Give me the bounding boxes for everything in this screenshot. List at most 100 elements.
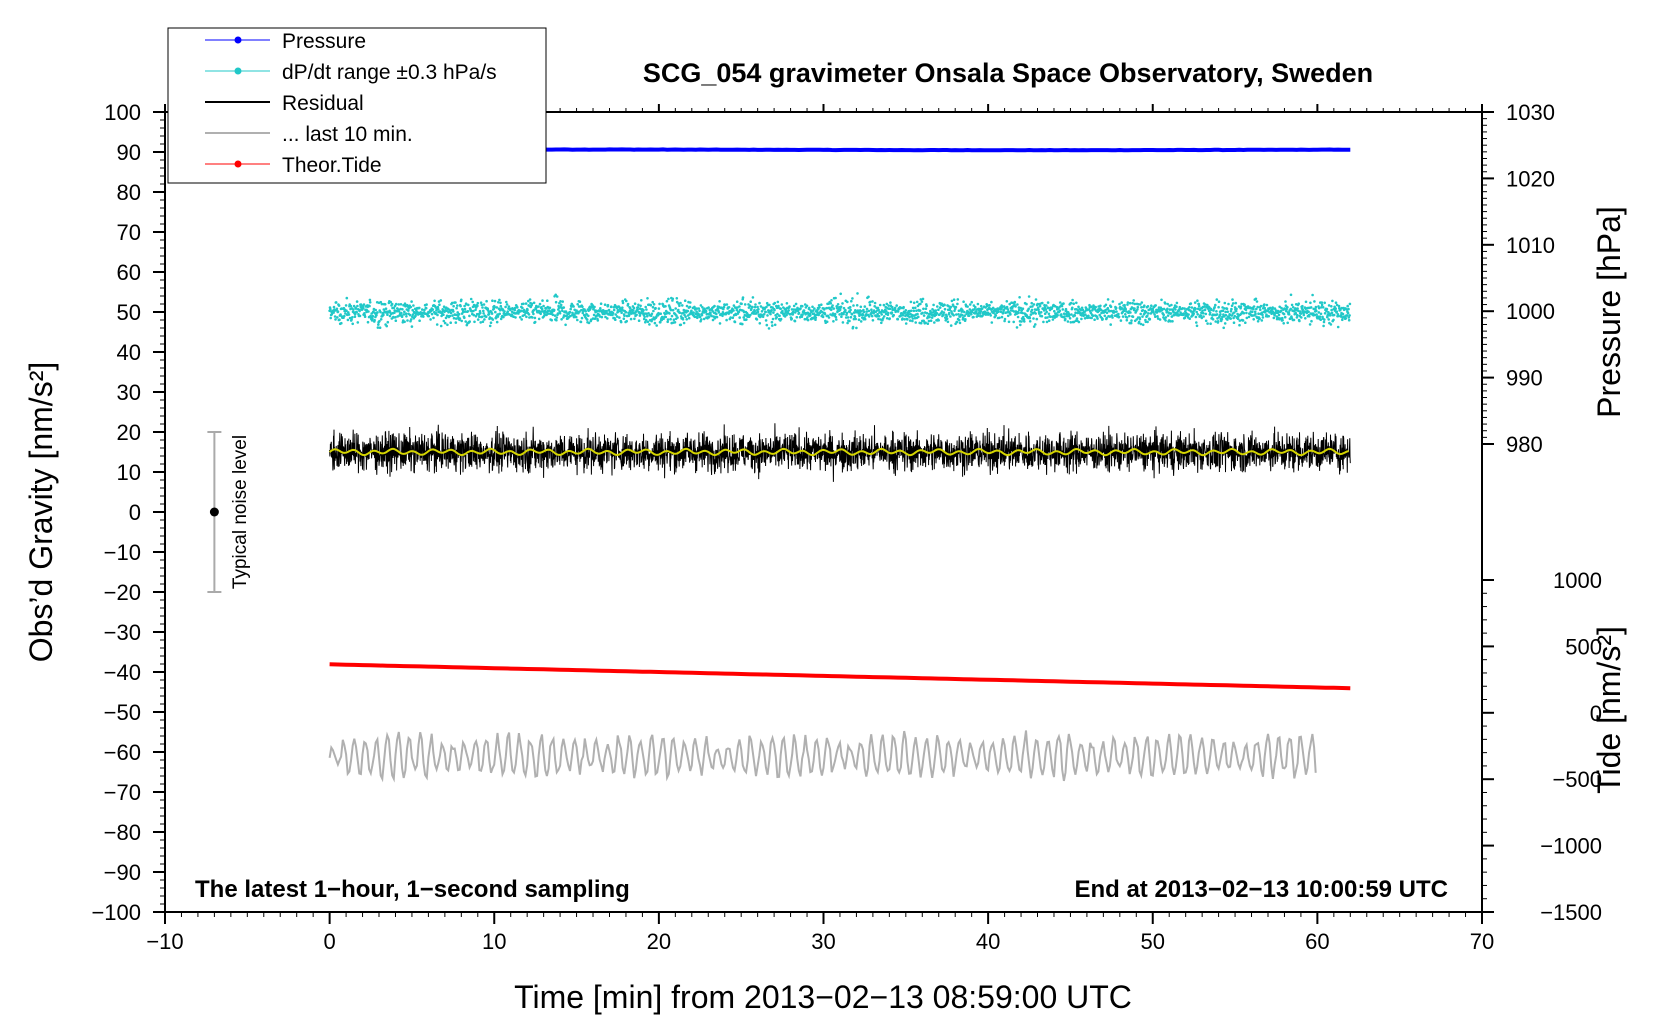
dpdt-point	[1187, 313, 1190, 316]
dpdt-point	[454, 301, 457, 304]
dpdt-point	[480, 303, 484, 307]
dpdt-point	[908, 319, 912, 322]
dpdt-point	[374, 308, 378, 312]
last-10-min-line	[328, 730, 1317, 783]
dpdt-point	[1110, 309, 1113, 313]
dpdt-point	[1019, 323, 1022, 327]
dpdt-point	[814, 316, 818, 319]
dpdt-point	[626, 302, 630, 306]
dpdt-point	[1013, 300, 1017, 304]
dpdt-point	[579, 320, 583, 324]
dpdt-point	[964, 318, 967, 321]
dpdt-point	[1146, 314, 1149, 318]
legend-residual-label: Residual	[282, 92, 364, 115]
dpdt-point	[358, 309, 361, 313]
dpdt-point	[518, 316, 522, 319]
dpdt-point	[952, 298, 956, 302]
dpdt-point	[839, 307, 842, 311]
dpdt-point	[514, 316, 517, 319]
dpdt-point	[1323, 312, 1327, 315]
dpdt-point	[554, 300, 558, 304]
dpdt-point	[1043, 306, 1047, 309]
dpdt-point	[464, 310, 467, 313]
dpdt-point	[402, 313, 406, 316]
dpdt-point	[776, 300, 780, 304]
dpdt-point	[1225, 307, 1229, 311]
dpdt-point	[924, 321, 927, 325]
dpdt-point	[1168, 308, 1172, 311]
dpdt-point	[553, 314, 557, 317]
dpdt-point	[749, 300, 752, 304]
dpdt-point	[1329, 314, 1332, 317]
dpdt-point	[679, 315, 683, 318]
dpdt-point	[642, 317, 646, 321]
dpdt-point	[1341, 318, 1344, 322]
dpdt-point	[1146, 320, 1149, 324]
dpdt-point	[1152, 311, 1155, 314]
dpdt-point	[860, 310, 863, 313]
dpdt-point	[1194, 315, 1198, 319]
dpdt-point	[664, 315, 668, 319]
dpdt-point	[1206, 322, 1209, 325]
dpdt-point	[1111, 316, 1114, 319]
dpdt-point	[1021, 307, 1025, 311]
dpdt-point	[972, 315, 975, 319]
dpdt-point	[846, 300, 849, 304]
dpdt-point	[832, 307, 835, 310]
dpdt-point	[853, 315, 857, 319]
dpdt-point	[1071, 298, 1074, 302]
dpdt-point	[1000, 315, 1004, 319]
dpdt-point	[1255, 307, 1258, 311]
dpdt-point	[355, 310, 359, 314]
dpdt-point	[1273, 307, 1277, 310]
dpdt-point	[801, 304, 804, 308]
dpdt-point	[707, 306, 710, 309]
dpdt-point	[831, 312, 835, 315]
dpdt-point	[438, 303, 441, 307]
dpdt-point	[474, 308, 477, 312]
dpdt-point	[644, 305, 647, 309]
dpdt-point	[554, 293, 557, 297]
dpdt-point	[1332, 313, 1336, 317]
dpdt-point	[606, 317, 609, 320]
dpdt-point	[873, 301, 877, 305]
dpdt-point	[1277, 313, 1281, 317]
dpdt-point	[1158, 318, 1162, 321]
dpdt-point	[1129, 311, 1132, 314]
dpdt-point	[397, 310, 401, 313]
dpdt-point	[645, 308, 648, 311]
dpdt-point	[1336, 325, 1340, 329]
pressure-tick-label: 1030	[1506, 100, 1555, 125]
dpdt-point	[806, 318, 810, 322]
dpdt-point	[1294, 311, 1298, 315]
dpdt-point	[1281, 316, 1284, 320]
dpdt-point	[537, 317, 541, 321]
dpdt-point	[1230, 304, 1234, 308]
dpdt-point	[487, 312, 491, 316]
dpdt-point	[854, 317, 857, 321]
dpdt-point	[1016, 315, 1020, 319]
dpdt-point	[355, 300, 359, 303]
dpdt-point	[758, 322, 762, 325]
dpdt-point	[1217, 305, 1220, 309]
legend-tide-marker	[234, 160, 242, 168]
dpdt-point	[1204, 319, 1208, 323]
dpdt-point	[1256, 305, 1259, 309]
dpdt-point	[501, 308, 505, 311]
dpdt-point	[748, 304, 752, 308]
dpdt-point	[1101, 317, 1104, 321]
dpdt-point	[612, 306, 616, 309]
dpdt-point	[1345, 314, 1349, 317]
dpdt-point	[651, 305, 655, 309]
dpdt-point	[1028, 316, 1032, 320]
dpdt-point	[1019, 306, 1022, 310]
dpdt-point	[1068, 313, 1071, 317]
dpdt-point	[668, 312, 671, 315]
dpdt-point	[722, 305, 726, 309]
dpdt-point	[468, 314, 471, 318]
dpdt-point	[919, 298, 923, 301]
dpdt-point	[1214, 303, 1217, 307]
dpdt-point	[1031, 305, 1034, 308]
legend-dpdt-label: dP/dt range ±0.3 hPa/s	[282, 61, 497, 84]
dpdt-point	[855, 304, 859, 307]
